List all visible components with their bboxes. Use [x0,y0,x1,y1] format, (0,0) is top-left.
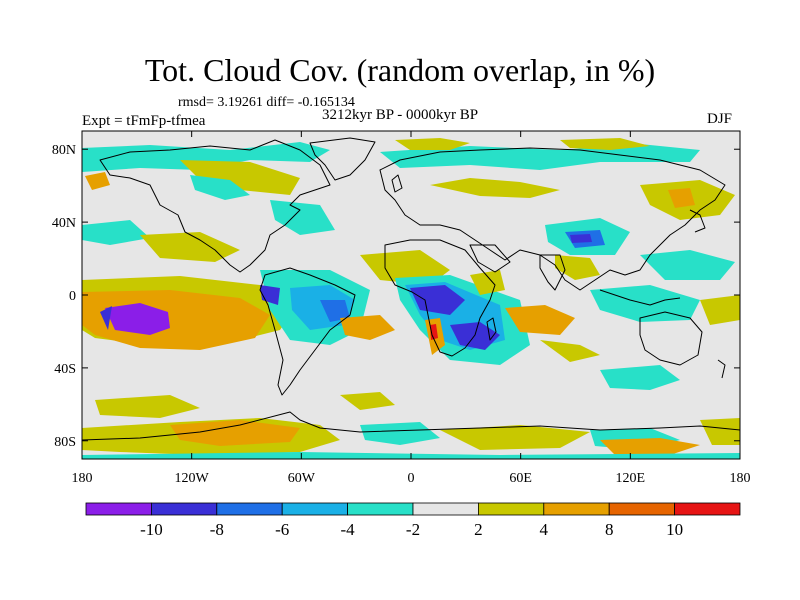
colorbar-label: 10 [666,520,683,539]
anomaly-patch [600,438,700,455]
anomaly-patch [430,178,560,198]
experiment-label: Expt = tFmFp-tfmea [82,113,206,129]
colorbar-swatch [608,502,676,516]
anomaly-patch [440,425,590,450]
anomaly-fill-layer [82,138,740,459]
coastline-antarctica [82,411,740,441]
period-label: 3212kyr BP - 0000kyr BP [322,107,479,123]
colorbar-label: -8 [210,520,224,539]
anomaly-field [82,137,740,459]
colorbar-label: 4 [540,520,549,539]
colorbar: -10 -8 -6 -4 -2 2 4 8 10 [85,502,741,539]
colorbar-swatch [281,502,349,516]
anomaly-patch [85,172,110,190]
coastline-australia [639,311,703,366]
anomaly-patch [540,340,600,362]
anomaly-patch [340,315,395,340]
anomaly-patch [105,303,170,335]
anomaly-patch [410,285,465,315]
coastlines [82,137,740,441]
colorbar-swatch [347,502,414,516]
coastline-africa [384,239,496,357]
colorbar-swatch [412,502,479,516]
colorbar-swatch [543,502,610,516]
anomaly-patch [668,188,695,208]
coastline-maritime [599,289,681,306]
anomaly-patch [555,255,600,280]
x-tick-label: 0 [408,471,415,486]
y-tick-label: 0 [69,289,76,304]
anomaly-patch [560,138,650,150]
coastline-nz [717,359,726,379]
colorbar-label: 8 [605,520,614,539]
anomaly-patch [360,422,440,445]
colorbar-swatch [477,502,545,516]
x-tick-label: 120E [616,471,646,486]
anomaly-patch [170,420,300,446]
coastline-eurasia [379,147,726,291]
anomaly-patch [100,306,112,330]
anomaly-patch [600,365,680,390]
y-tick-label: 80S [54,435,76,450]
colorbar-swatch [85,502,152,516]
coastline-north-america [99,139,331,273]
anomaly-patch [95,395,200,418]
stats-line: rmsd= 3.19261 diff= -0.165134 [178,95,355,110]
y-tick-label: 40S [54,362,76,377]
coastline-madagascar [486,317,497,341]
anomaly-patch [82,220,150,245]
anomaly-patch [190,175,250,200]
coastline-india [539,254,566,291]
anomaly-patch [450,322,500,350]
colorbar-swatch [150,502,218,516]
x-tick-label: 180 [730,471,751,486]
x-tick-label: 60E [509,471,532,486]
coastline-greenland [309,137,376,181]
anomaly-patch [320,300,350,322]
anomaly-patch [640,250,735,280]
colorbar-label: -10 [140,520,163,539]
anomaly-patch [270,200,335,235]
colorbar-label: -6 [275,520,289,539]
anomaly-patch [140,232,240,262]
colorbar-swatch [674,502,741,516]
map-title: Tot. Cloud Cov. (random overlap, in %) [144,52,656,88]
anomaly-patch [570,234,592,243]
anomaly-patch [470,270,505,295]
season-label: DJF [707,111,733,127]
coastline-arabia [469,244,511,273]
anomaly-patch [180,160,300,195]
x-tick-label: 120W [175,471,210,486]
colorbar-label: 2 [474,520,483,539]
x-tick-label: 60W [288,471,316,486]
coastline-japan [689,209,706,233]
anomaly-patch [700,295,740,325]
coastline-south-america [259,267,356,396]
colorbar-swatch [216,502,283,516]
axis-ticks: 180 120W 60W 0 60E 120E 180 80N 40N 0 40S 80S [52,131,751,486]
y-tick-label: 40N [52,216,76,231]
coastline-uk [391,174,403,193]
colorbar-label: -4 [341,520,356,539]
anomaly-patch [395,138,470,150]
anomaly-patch [700,418,740,445]
anomaly-patch [82,142,330,172]
anomaly-patch [340,392,395,410]
y-tick-label: 80N [52,143,76,158]
colorbar-label: -2 [406,520,420,539]
x-tick-label: 180 [72,471,93,486]
anomaly-patch [505,305,575,335]
